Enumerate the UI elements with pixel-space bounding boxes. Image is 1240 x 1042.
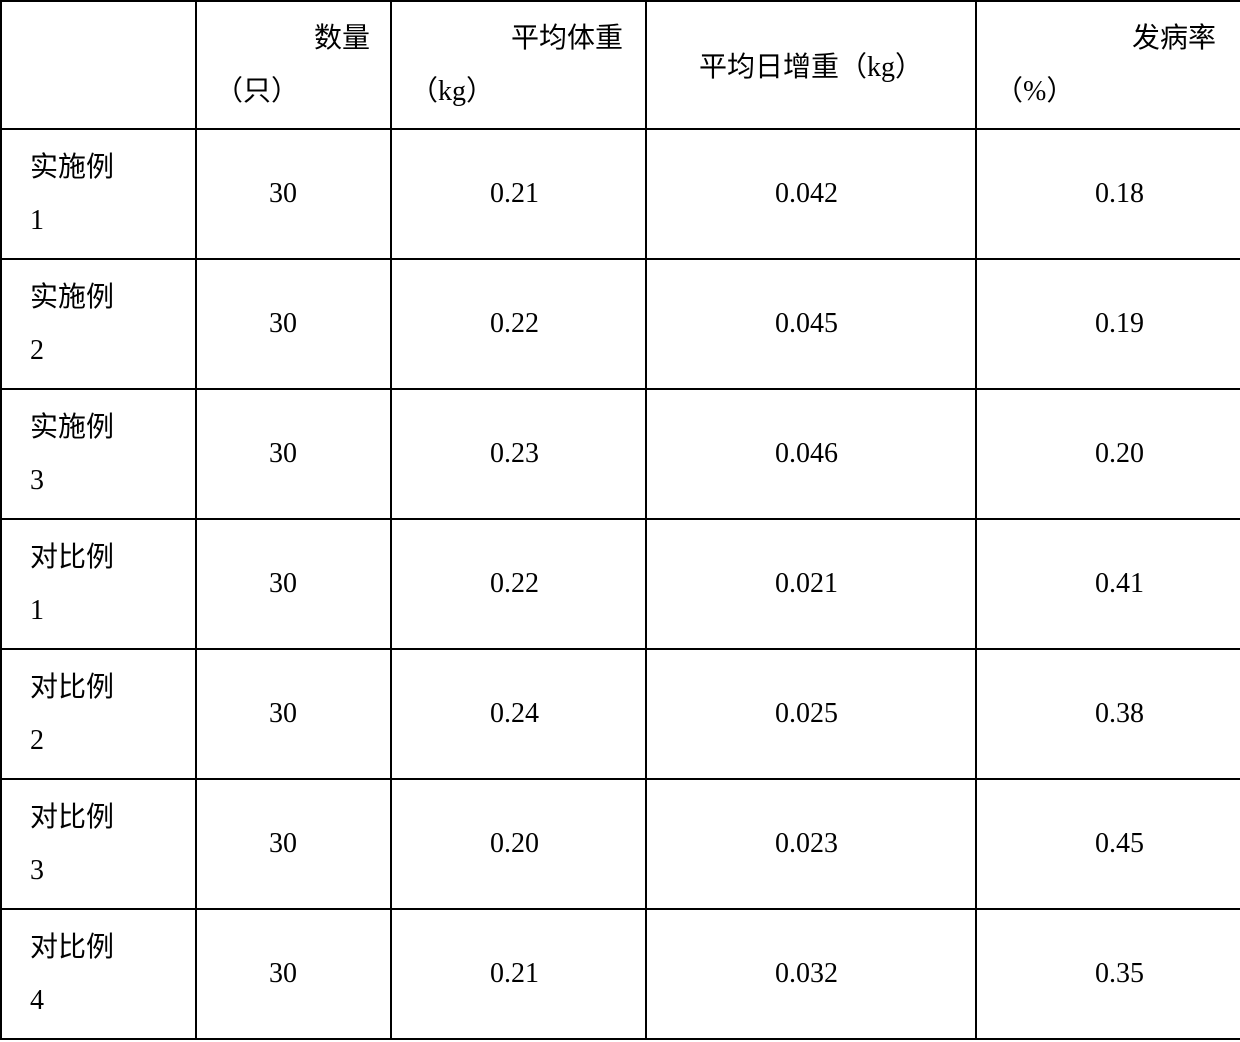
row-label-line2: 2 (30, 324, 195, 377)
cell-gain: 0.032 (646, 909, 976, 1039)
cell-weight: 0.21 (391, 909, 646, 1039)
header-rate-line1: 发病率 (977, 12, 1240, 65)
row-label-line1: 实施例 (30, 271, 195, 324)
cell-gain: 0.042 (646, 129, 976, 259)
data-table-container: 数量 （只） 平均体重 （kg） 平均日增重（kg） 发病率 （%） 实施例 1… (0, 0, 1240, 1040)
cell-weight: 0.22 (391, 519, 646, 649)
header-gain: 平均日增重（kg） (646, 1, 976, 129)
header-qty-line2: （只） (197, 65, 390, 118)
row-label-line2: 2 (30, 714, 195, 767)
cell-rate: 0.41 (976, 519, 1240, 649)
cell-rate: 0.35 (976, 909, 1240, 1039)
cell-qty: 30 (196, 129, 391, 259)
cell-qty: 30 (196, 389, 391, 519)
row-label: 实施例 1 (1, 129, 196, 259)
row-label-line2: 3 (30, 454, 195, 507)
row-label-line2: 1 (30, 194, 195, 247)
table-row: 对比例 3 30 0.20 0.023 0.45 (1, 779, 1240, 909)
header-qty-line1: 数量 (197, 12, 390, 65)
header-weight-line2: （kg） (392, 65, 645, 118)
row-label: 对比例 4 (1, 909, 196, 1039)
header-weight: 平均体重 （kg） (391, 1, 646, 129)
row-label-line2: 3 (30, 844, 195, 897)
row-label-line1: 实施例 (30, 141, 195, 194)
cell-weight: 0.24 (391, 649, 646, 779)
cell-qty: 30 (196, 519, 391, 649)
table-header-row: 数量 （只） 平均体重 （kg） 平均日增重（kg） 发病率 （%） (1, 1, 1240, 129)
cell-gain: 0.045 (646, 259, 976, 389)
row-label: 对比例 3 (1, 779, 196, 909)
row-label-line1: 对比例 (30, 921, 195, 974)
cell-weight: 0.20 (391, 779, 646, 909)
table-row: 对比例 2 30 0.24 0.025 0.38 (1, 649, 1240, 779)
table-row: 实施例 2 30 0.22 0.045 0.19 (1, 259, 1240, 389)
row-label-line2: 4 (30, 974, 195, 1027)
row-label-line1: 对比例 (30, 661, 195, 714)
cell-rate: 0.18 (976, 129, 1240, 259)
row-label-line1: 对比例 (30, 791, 195, 844)
table-row: 对比例 1 30 0.22 0.021 0.41 (1, 519, 1240, 649)
cell-qty: 30 (196, 779, 391, 909)
row-label-line1: 实施例 (30, 401, 195, 454)
row-label: 实施例 2 (1, 259, 196, 389)
cell-gain: 0.046 (646, 389, 976, 519)
row-label: 对比例 1 (1, 519, 196, 649)
table-row: 对比例 4 30 0.21 0.032 0.35 (1, 909, 1240, 1039)
row-label: 实施例 3 (1, 389, 196, 519)
cell-rate: 0.20 (976, 389, 1240, 519)
cell-gain: 0.021 (646, 519, 976, 649)
cell-qty: 30 (196, 909, 391, 1039)
table-row: 实施例 1 30 0.21 0.042 0.18 (1, 129, 1240, 259)
header-gain-text: 平均日增重（kg） (699, 52, 923, 83)
table-row: 实施例 3 30 0.23 0.046 0.20 (1, 389, 1240, 519)
cell-qty: 30 (196, 259, 391, 389)
cell-weight: 0.22 (391, 259, 646, 389)
cell-weight: 0.23 (391, 389, 646, 519)
header-rate: 发病率 （%） (976, 1, 1240, 129)
row-label-line1: 对比例 (30, 531, 195, 584)
cell-rate: 0.38 (976, 649, 1240, 779)
cell-weight: 0.21 (391, 129, 646, 259)
row-label: 对比例 2 (1, 649, 196, 779)
cell-rate: 0.45 (976, 779, 1240, 909)
header-rate-line2: （%） (977, 65, 1240, 118)
cell-rate: 0.19 (976, 259, 1240, 389)
header-qty: 数量 （只） (196, 1, 391, 129)
header-weight-line1: 平均体重 (392, 12, 645, 65)
header-label (1, 1, 196, 129)
row-label-line2: 1 (30, 584, 195, 637)
cell-gain: 0.023 (646, 779, 976, 909)
data-table: 数量 （只） 平均体重 （kg） 平均日增重（kg） 发病率 （%） 实施例 1… (0, 0, 1240, 1040)
cell-gain: 0.025 (646, 649, 976, 779)
cell-qty: 30 (196, 649, 391, 779)
